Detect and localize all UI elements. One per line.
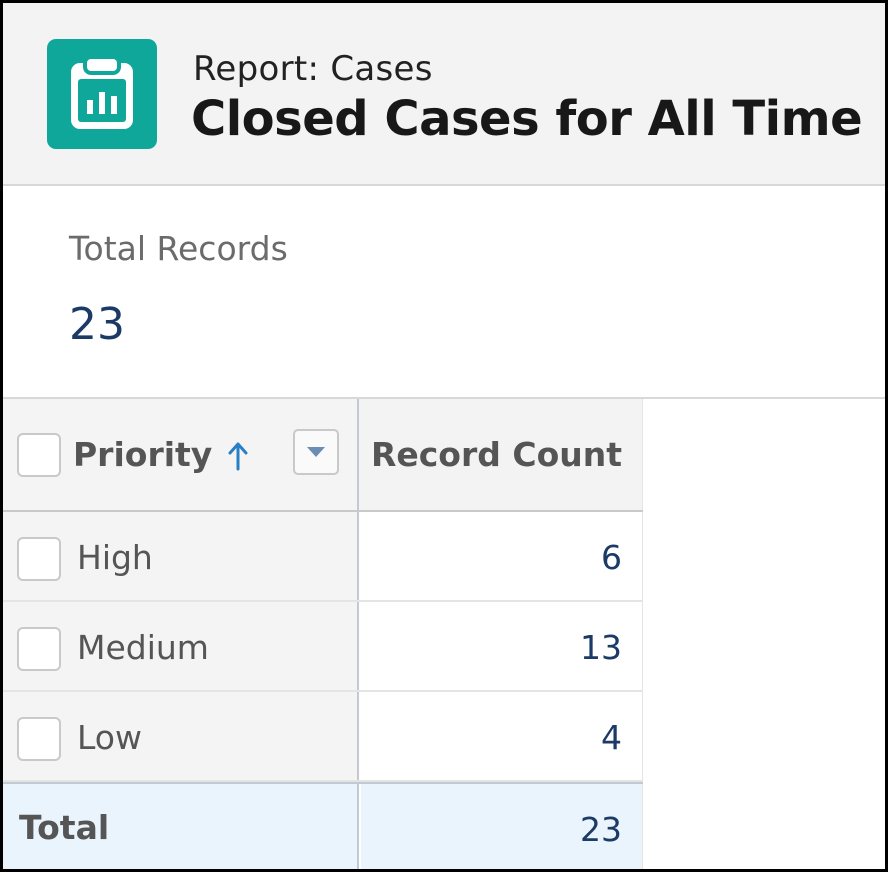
table-row: High 6 [3, 512, 643, 602]
priority-header-label: Priority [73, 435, 213, 474]
count-cell: 6 [361, 512, 643, 600]
chevron-down-icon [307, 447, 325, 457]
report-type: Report: Cases [193, 49, 433, 89]
row-checkbox[interactable] [17, 627, 61, 671]
total-label: Total [19, 808, 110, 847]
record-count-value: 6 [601, 538, 622, 577]
table-row: Low 4 [3, 692, 643, 782]
table-header-row: Priority Record Count [3, 399, 643, 512]
column-menu-button[interactable] [293, 429, 339, 475]
total-records-value: 23 [69, 299, 125, 350]
priority-value: Low [77, 718, 142, 757]
record-count-value: 13 [580, 628, 622, 667]
report-table: Priority Record Count High [3, 399, 643, 869]
count-cell: 13 [361, 602, 643, 690]
total-records-label: Total Records [69, 229, 288, 268]
priority-cell: High [3, 512, 359, 600]
record-count-column-header[interactable]: Record Count [361, 399, 643, 510]
select-all-checkbox[interactable] [17, 433, 61, 477]
priority-column-header[interactable]: Priority [3, 399, 359, 510]
priority-value: High [77, 538, 153, 577]
priority-cell: Medium [3, 602, 359, 690]
table-row: Medium 13 [3, 602, 643, 692]
total-count-cell: 23 [361, 784, 643, 869]
row-checkbox[interactable] [17, 717, 61, 761]
record-count-header-label: Record Count [370, 435, 622, 474]
report-header: Report: Cases Closed Cases for All Time [3, 3, 885, 186]
record-count-value: 4 [601, 718, 622, 757]
table-total-row: Total 23 [3, 782, 643, 869]
total-count-value: 23 [580, 810, 622, 849]
page-title: Closed Cases for All Time [191, 91, 863, 147]
sort-ascending-icon[interactable] [225, 439, 251, 473]
count-cell: 4 [361, 692, 643, 780]
priority-value: Medium [77, 628, 209, 667]
total-label-cell: Total [3, 784, 359, 869]
row-checkbox[interactable] [17, 537, 61, 581]
priority-cell: Low [3, 692, 359, 780]
report-icon [47, 39, 157, 149]
summary-divider [3, 397, 885, 399]
